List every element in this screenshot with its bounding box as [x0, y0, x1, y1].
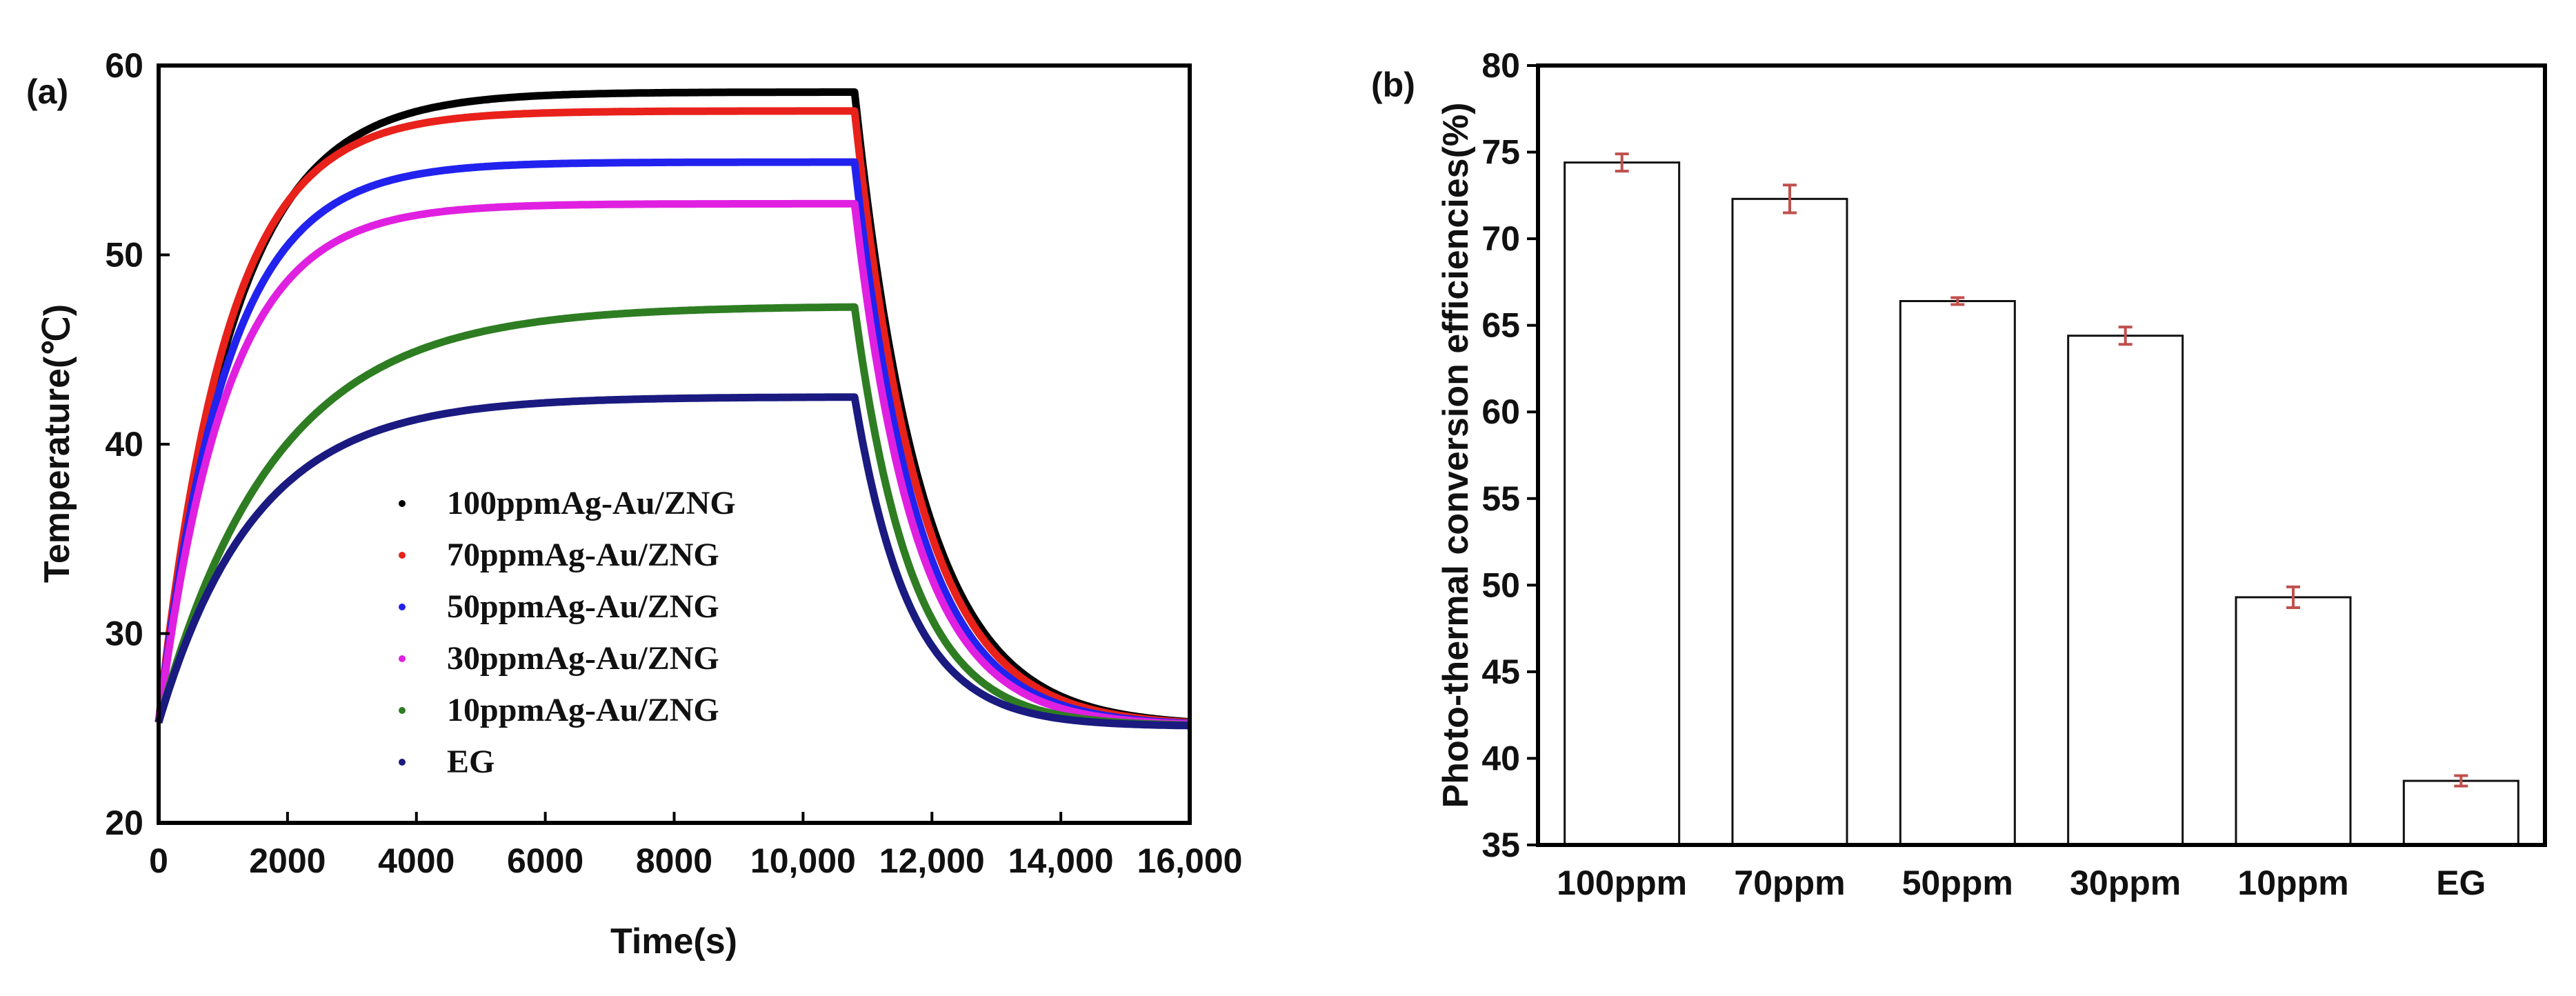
legend-label: 100ppmAg-Au/ZNG	[447, 485, 736, 521]
legend-label: 30ppmAg-Au/ZNG	[447, 640, 719, 677]
chart-b-ylabel: Photo-thermal conversion efficiencies(%)	[1436, 103, 1476, 808]
y-tick-label: 40	[1481, 739, 1520, 777]
chart-a-series-group	[154, 88, 1191, 730]
y-tick-label: 65	[1481, 306, 1520, 345]
y-tick-label: 50	[1481, 566, 1520, 604]
bar	[2235, 596, 2352, 846]
chart-b-ticks: 35 40 45 50 55 60 65 70 75 80	[1481, 46, 1538, 864]
chart-b: (b) 100ppm 70ppm 50ppm 30ppm 10ppm EG 35 40 45 5…	[1371, 46, 2547, 902]
y-tick-label: 45	[1481, 653, 1520, 691]
legend-marker	[399, 552, 406, 559]
y-tick-label: 60	[1481, 392, 1520, 431]
bar	[1731, 197, 1848, 846]
x-tick-label: 16,000	[1137, 841, 1243, 880]
x-tick-label: 4000	[378, 841, 455, 880]
chart-a-legend: 100ppmAg-Au/ZNG 70ppmAg-Au/ZNG 50ppmAg-Au/…	[399, 485, 736, 780]
category-label: 50ppm	[1902, 864, 2013, 902]
legend-marker	[399, 759, 406, 766]
x-tick-label: 0	[149, 841, 168, 880]
legend-marker	[399, 604, 406, 610]
x-tick-label: 8000	[636, 841, 712, 880]
legend-label: EG	[447, 744, 495, 780]
panel-b-label: (b)	[1371, 66, 1415, 104]
legend-marker	[399, 500, 406, 507]
y-tick-label: 60	[105, 46, 143, 85]
panel-a-label: (a)	[26, 72, 68, 111]
y-tick-label: 40	[105, 425, 143, 464]
series-line	[154, 158, 1191, 728]
chart-b-bars: 100ppm 70ppm 50ppm 30ppm 10ppm EG	[1557, 152, 2519, 902]
legend-marker	[399, 707, 406, 714]
bar	[1564, 161, 1681, 846]
y-tick-label: 75	[1481, 133, 1520, 172]
x-tick-label: 6000	[507, 841, 583, 880]
series-line	[154, 303, 1191, 729]
category-label: 30ppm	[2070, 864, 2181, 902]
y-tick-label: 50	[105, 236, 143, 275]
category-label: 70ppm	[1734, 864, 1845, 902]
chart-a: (a) 0 2000 4000 6000 8000 10,000 12,000 14,000 1…	[26, 46, 1242, 962]
series-line	[154, 88, 1191, 726]
series-line	[154, 199, 1191, 728]
legend-marker	[399, 655, 406, 662]
y-tick-label: 55	[1481, 479, 1520, 518]
x-tick-label: 12,000	[879, 841, 985, 880]
bar	[2402, 779, 2519, 846]
bar	[1899, 300, 2016, 846]
legend-label: 70ppmAg-Au/ZNG	[447, 537, 719, 573]
legend-label: 50ppmAg-Au/ZNG	[447, 588, 719, 625]
chart-a-xlabel: Time(s)	[610, 922, 737, 962]
chart-b-frame	[1536, 63, 2547, 847]
x-tick-label: 14,000	[1008, 841, 1114, 880]
category-label: 10ppm	[2237, 864, 2348, 902]
chart-a-ylabel: Temperature(℃)	[37, 304, 77, 583]
y-tick-label: 35	[1481, 826, 1520, 864]
bar	[2067, 335, 2184, 846]
y-tick-label: 80	[1481, 46, 1520, 85]
x-tick-label: 10,000	[750, 841, 856, 880]
series-line	[154, 107, 1191, 727]
y-tick-label: 70	[1481, 219, 1520, 258]
category-label: EG	[2436, 864, 2486, 902]
legend-label: 10ppmAg-Au/ZNG	[447, 692, 719, 728]
x-tick-label: 2000	[249, 841, 326, 880]
y-tick-label: 20	[105, 804, 143, 842]
series-line	[154, 393, 1191, 730]
y-tick-label: 30	[105, 615, 143, 653]
category-label: 100ppm	[1557, 864, 1687, 902]
chart-a-ticks: 0 2000 4000 6000 8000 10,000 12,000 14,000 16,00…	[105, 46, 1242, 880]
